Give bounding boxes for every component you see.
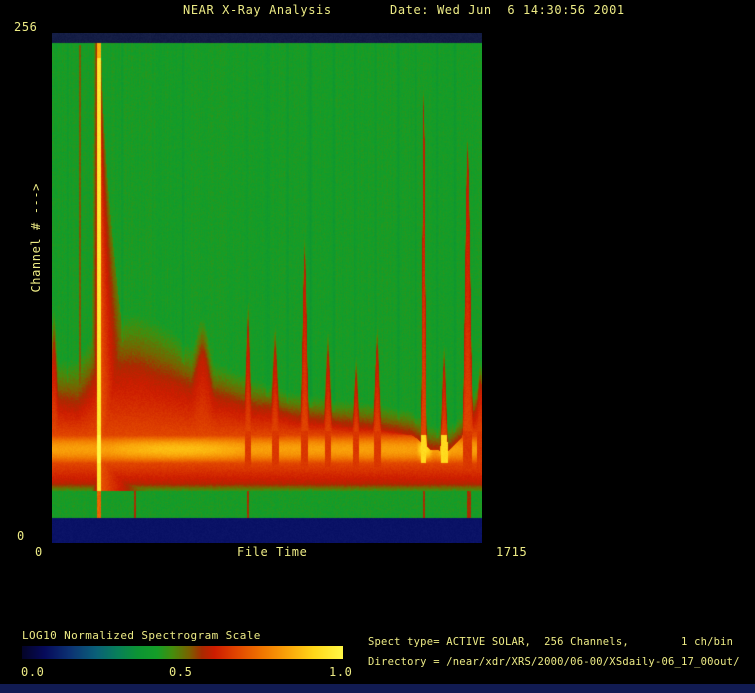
colorbar-tick-max: 1.0 <box>329 666 352 679</box>
footer-bar <box>0 684 755 693</box>
directory-info: Directory = /near/xdr/XRS/2000/06-00/XSd… <box>368 657 740 669</box>
y-axis-max-label: 256 <box>14 21 37 34</box>
x-axis-min-label: 0 <box>35 546 43 559</box>
x-axis-title: File Time <box>237 546 307 559</box>
xray-analysis-window: NEAR X-Ray Analysis Date: Wed Jun 6 14:3… <box>0 0 755 693</box>
date-label: Date: Wed Jun 6 14:30:56 2001 <box>390 4 625 17</box>
colorbar-tick-mid: 0.5 <box>169 666 192 679</box>
colorbar-label: LOG10 Normalized Spectrogram Scale <box>22 630 261 642</box>
colorbar-gradient <box>22 646 343 659</box>
page-title: NEAR X-Ray Analysis <box>183 4 332 17</box>
colorbar-tick-min: 0.0 <box>21 666 44 679</box>
spect-type-info: Spect type= ACTIVE SOLAR, 256 Channels, … <box>368 637 733 649</box>
y-axis-min-label: 0 <box>17 530 25 543</box>
spectrogram-plot <box>52 33 482 543</box>
x-axis-max-label: 1715 <box>496 546 527 559</box>
y-axis-title: Channel # ---> <box>30 183 43 293</box>
